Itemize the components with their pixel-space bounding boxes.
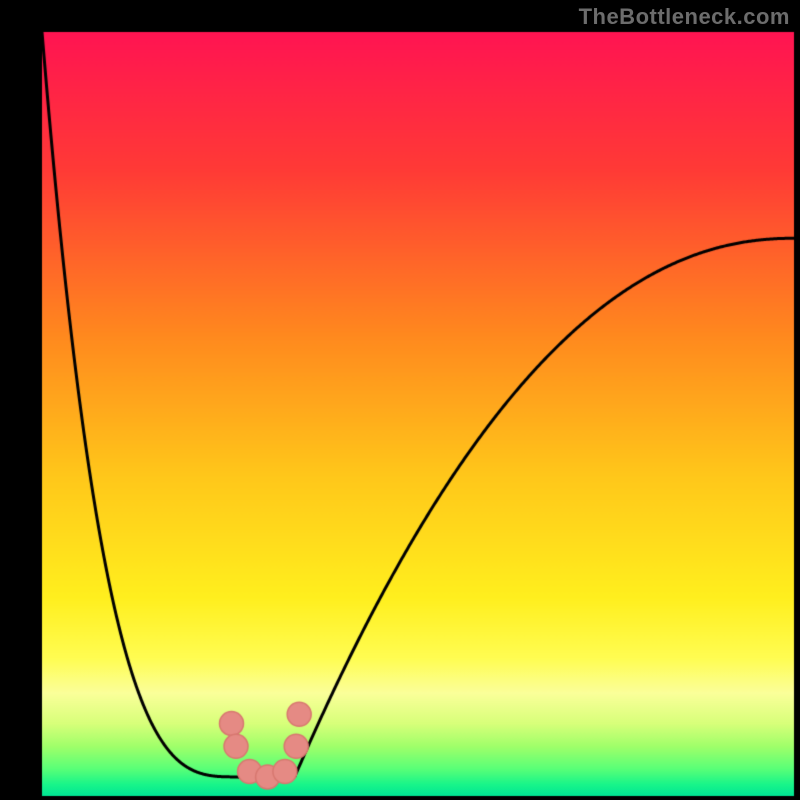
chart-stage: TheBottleneck.com [0,0,800,800]
bottleneck-chart-canvas [0,0,800,800]
watermark-text: TheBottleneck.com [579,4,790,30]
